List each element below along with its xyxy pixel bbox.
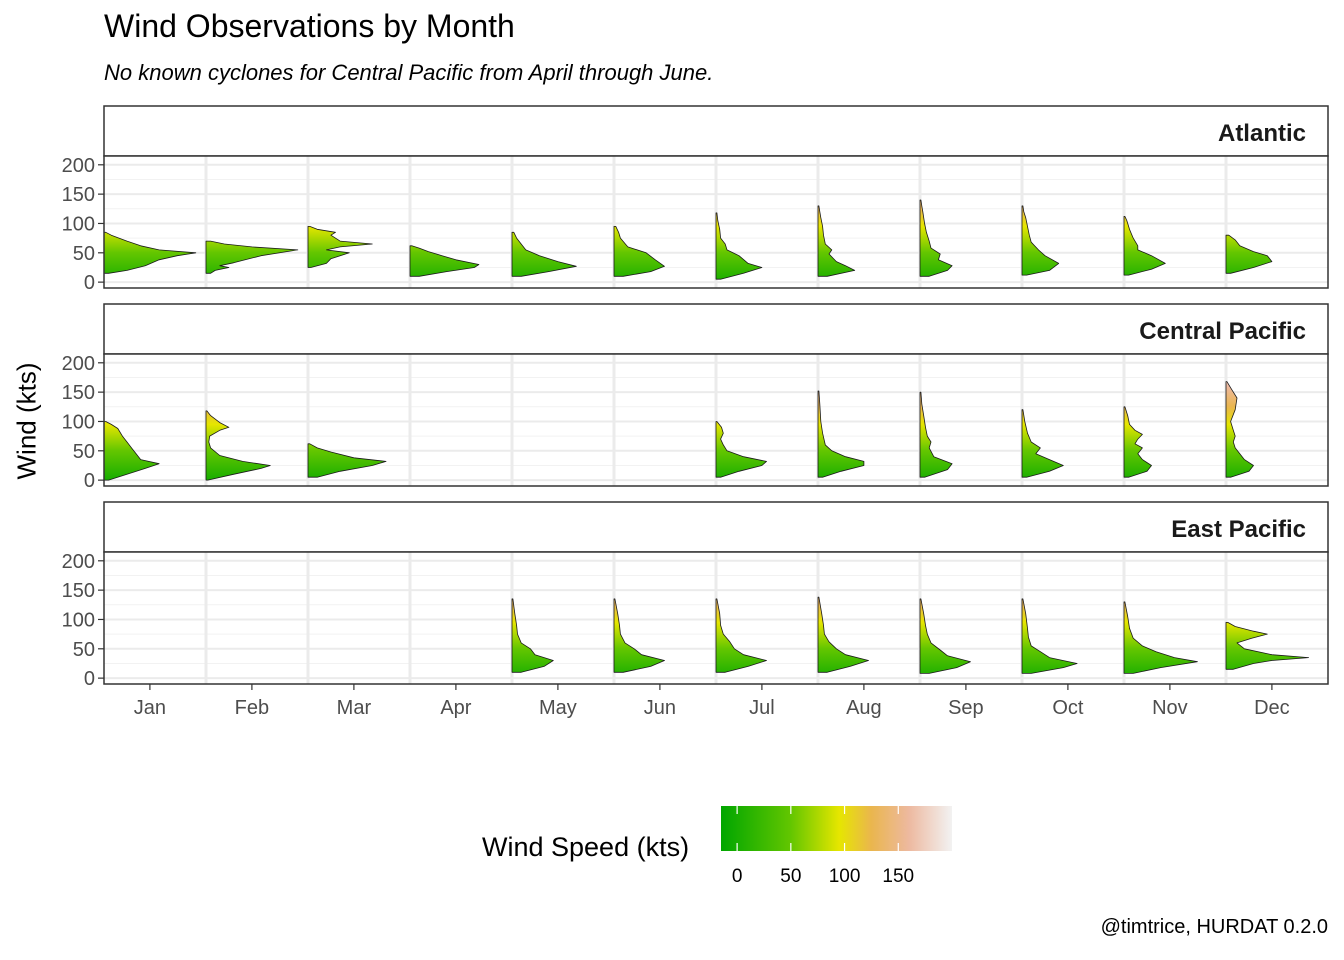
y-tick-label: 150 — [62, 382, 95, 404]
x-tick-label: Jan — [134, 697, 166, 719]
x-tick-label: Oct — [1052, 697, 1084, 719]
panel-border — [103, 551, 1329, 685]
violin-jun — [613, 598, 665, 673]
violin-dec — [1225, 234, 1273, 274]
violin-jan — [103, 421, 160, 481]
violin-jun — [613, 226, 665, 277]
violin-aug — [817, 205, 856, 277]
violin-sep — [919, 598, 971, 674]
x-tick-label: May — [539, 697, 577, 719]
violin-aug — [817, 390, 865, 478]
facet-strip-label: Atlantic — [1218, 120, 1306, 147]
violin-may — [511, 231, 577, 277]
facet-panel: East Pacific 0 50 100 150 200 — [62, 501, 1329, 690]
legend-tick-label: 100 — [829, 866, 861, 887]
legend-tick-label: 50 — [780, 866, 801, 887]
violin-dec — [1225, 622, 1309, 670]
legend: 0 50 100 150 — [721, 806, 952, 887]
facet-panel: Atlantic 0 50 100 150 200 — [62, 105, 1329, 294]
facet-strip-label: Central Pacific — [1139, 318, 1306, 345]
violin-jul — [715, 598, 767, 673]
facet-strip — [103, 501, 1329, 553]
violin-feb — [205, 410, 271, 481]
y-tick-label: 0 — [84, 668, 95, 690]
violin-oct — [1021, 205, 1060, 276]
y-tick-label: 200 — [62, 551, 95, 573]
y-tick-label: 150 — [62, 580, 95, 602]
y-tick-label: 150 — [62, 184, 95, 206]
facet-strip-label: East Pacific — [1171, 516, 1306, 543]
facet-strip — [103, 303, 1329, 355]
violin-sep — [919, 391, 953, 478]
violin-sep — [919, 199, 953, 277]
x-tick-label: Sep — [948, 697, 984, 719]
violin-nov — [1123, 601, 1198, 674]
chart-subtitle: No known cyclones for Central Pacific fr… — [104, 60, 714, 85]
y-tick-label: 100 — [62, 411, 95, 433]
x-tick-label: Mar — [337, 697, 372, 719]
y-tick-label: 50 — [73, 441, 95, 463]
x-tick-label: Aug — [846, 697, 882, 719]
violin-jul — [715, 212, 763, 280]
legend-title: Wind Speed (kts) — [482, 832, 690, 862]
y-tick-label: 200 — [62, 155, 95, 177]
y-tick-label: 0 — [84, 470, 95, 492]
x-axis: Jan Feb Mar Apr May Jun Jul Aug Sep Oct Nov Dec — [134, 684, 1290, 719]
x-tick-label: Jul — [749, 697, 775, 719]
y-tick-label: 0 — [84, 272, 95, 294]
y-tick-label: 200 — [62, 353, 95, 375]
y-tick-label: 100 — [62, 609, 95, 631]
facet-strip — [103, 105, 1329, 157]
x-tick-label: Nov — [1152, 697, 1188, 719]
panel-border — [103, 155, 1329, 289]
legend-tick-label: 0 — [732, 866, 743, 887]
violin-dec — [1225, 381, 1254, 478]
y-tick-label: 50 — [73, 639, 95, 661]
legend-tick-label: 150 — [882, 866, 914, 887]
violin-mar — [307, 226, 373, 268]
y-tick-label: 100 — [62, 213, 95, 235]
panel-border — [103, 353, 1329, 487]
x-tick-label: Feb — [235, 697, 269, 719]
violin-oct — [1021, 409, 1064, 478]
y-tick-label: 50 — [73, 243, 95, 265]
facet-panel: Central Pacific 0 50 100 150 200 — [62, 303, 1329, 492]
chart-title: Wind Observations by Month — [104, 8, 515, 44]
violin-nov — [1123, 216, 1166, 276]
violin-mar — [307, 443, 387, 478]
violin-aug — [817, 596, 869, 673]
x-tick-label: Dec — [1254, 697, 1290, 719]
violin-nov — [1123, 406, 1152, 478]
x-tick-label: Jun — [644, 697, 676, 719]
violin-apr — [409, 245, 480, 277]
chart-caption: @timtrice, HURDAT 0.2.0 — [1100, 916, 1328, 938]
violin-may — [511, 598, 554, 673]
violin-jan — [103, 231, 197, 274]
violin-feb — [205, 240, 299, 274]
legend-colorbar — [721, 806, 952, 851]
x-tick-label: Apr — [440, 697, 471, 719]
violin-oct — [1021, 598, 1078, 674]
violin-jul — [715, 421, 767, 478]
